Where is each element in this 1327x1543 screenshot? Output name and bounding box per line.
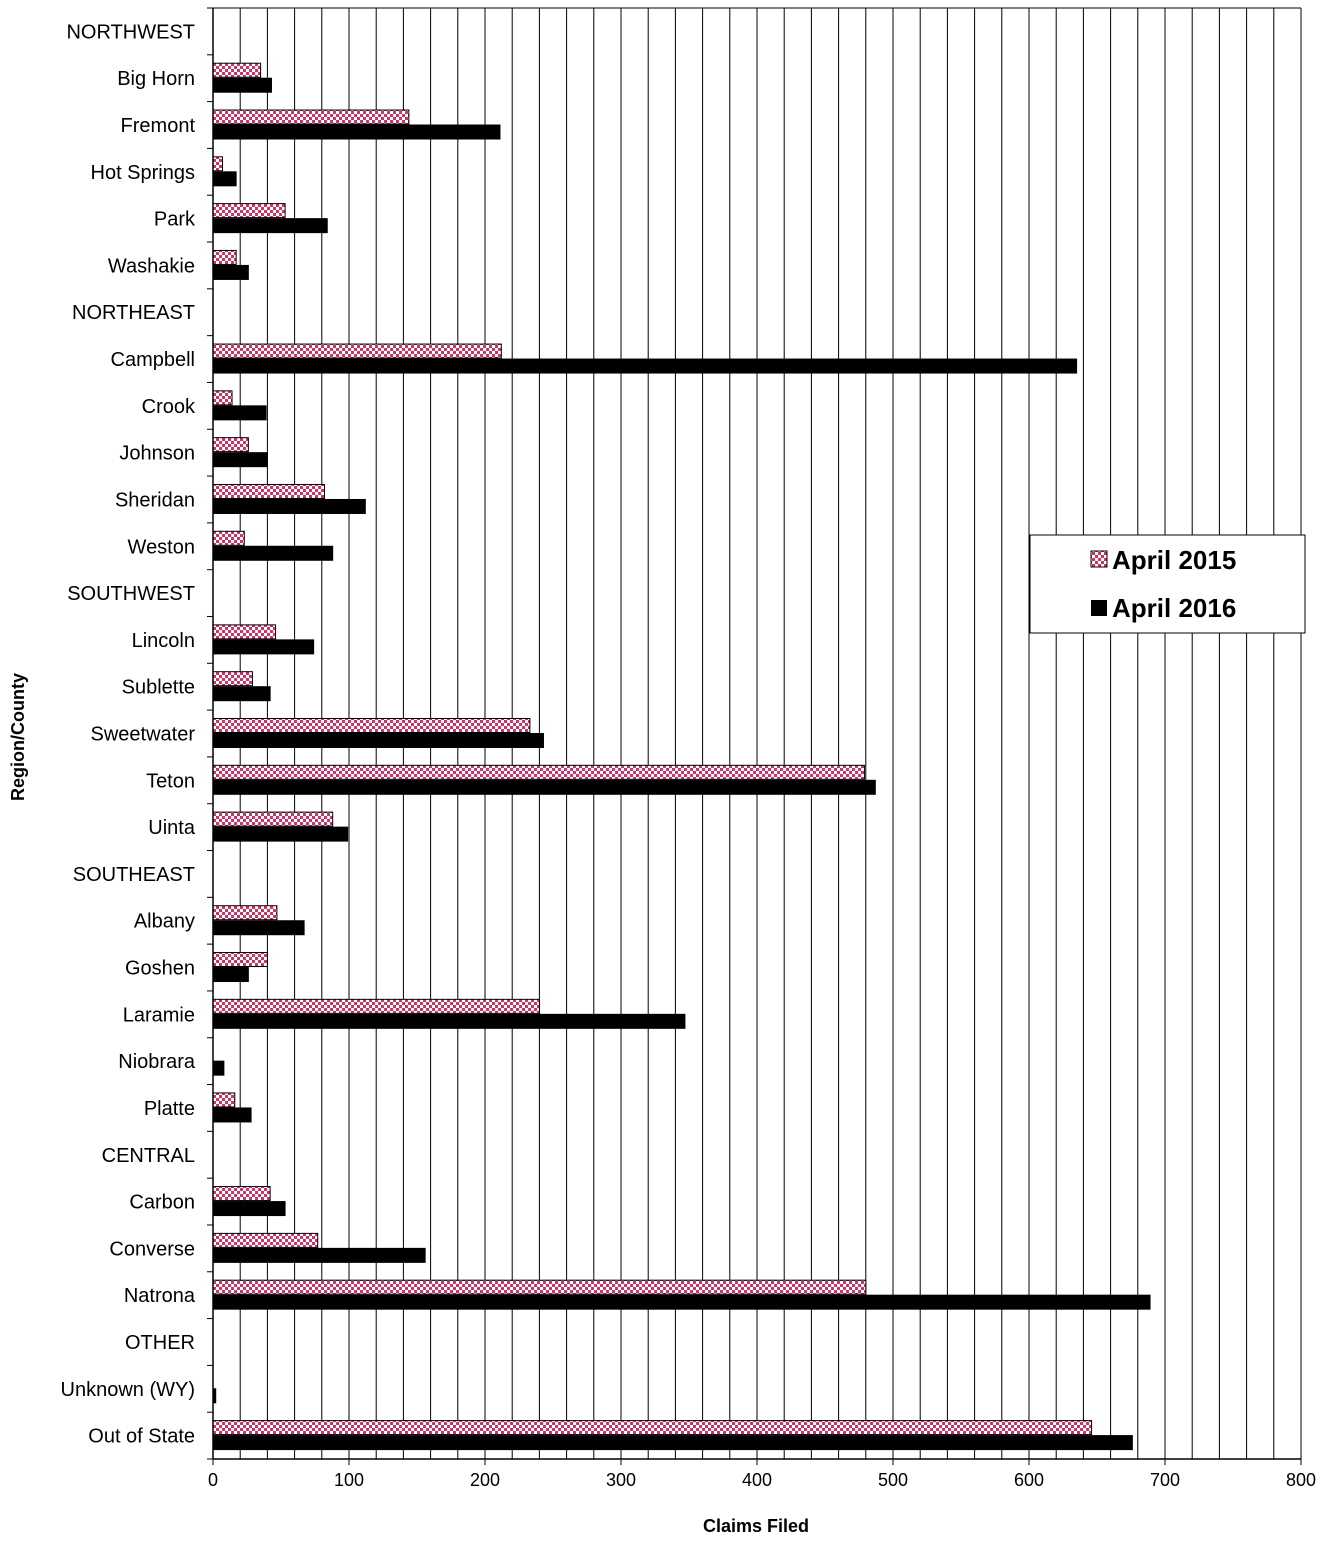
- x-tick-label-800: 800: [1286, 1470, 1316, 1490]
- bar-fremont-april-2015: [212, 109, 410, 125]
- bar-sweetwater-april-2015: [212, 718, 531, 733]
- category-label-southeast: SOUTHEAST: [73, 864, 195, 886]
- category-label-carbon: Carbon: [129, 1192, 195, 1214]
- legend: April 2015 April 2016: [1029, 534, 1306, 634]
- category-label-other: OTHER: [125, 1332, 195, 1354]
- bar-teton-april-2016: [212, 779, 876, 795]
- category-label-northwest: NORTHWEST: [66, 21, 195, 43]
- x-tick-label-200: 200: [470, 1470, 500, 1490]
- bar-crook-april-2015: [212, 390, 233, 406]
- bar-johnson-april-2016: [212, 452, 268, 468]
- axes: [207, 7, 1302, 1465]
- category-label-park: Park: [154, 209, 196, 231]
- legend-label-april-2016: April 2016: [1112, 593, 1236, 623]
- legend-swatch-april-2015: [1090, 550, 1108, 568]
- x-tick-label-700: 700: [1150, 1470, 1180, 1490]
- bar-laramie-april-2016: [212, 1013, 686, 1029]
- category-label-washakie: Washakie: [108, 255, 195, 277]
- bar-lincoln-april-2015: [212, 624, 277, 640]
- bar-uinta-april-2015: [212, 811, 334, 827]
- category-label-weston: Weston: [128, 536, 195, 558]
- x-tick-label-100: 100: [334, 1470, 364, 1490]
- bar-lincoln-april-2016: [212, 639, 315, 655]
- bar-park-april-2015: [212, 203, 286, 219]
- x-tick-labels: 0 100 200 300 400 500 600 700 800: [208, 1470, 1316, 1490]
- bar-out-of-state-april-2015: [212, 1420, 1093, 1436]
- category-label-converse: Converse: [109, 1238, 195, 1260]
- category-label-unknown-wy: Unknown (WY): [61, 1379, 195, 1401]
- x-tick-label-500: 500: [878, 1470, 908, 1490]
- bar-converse-april-2015: [212, 1232, 319, 1248]
- category-label-niobrara: Niobrara: [118, 1051, 196, 1073]
- bar-niobrara-april-2016: [212, 1060, 225, 1076]
- bar-sublette-april-2015: [212, 671, 253, 687]
- bar-weston-april-2015: [212, 530, 245, 546]
- x-tick-label-0: 0: [208, 1470, 218, 1490]
- bar-hot-springs-april-2016: [212, 171, 237, 187]
- bar-platte-april-2016: [212, 1107, 252, 1123]
- legend-label-april-2015: April 2015: [1112, 545, 1236, 575]
- category-label-big-horn: Big Horn: [117, 68, 195, 90]
- bar-platte-april-2015: [212, 1092, 236, 1108]
- category-label-laramie: Laramie: [123, 1004, 195, 1026]
- bar-teton-april-2015: [212, 764, 865, 780]
- bar-goshen-april-2016: [212, 967, 249, 983]
- bar-natrona-april-2015: [212, 1279, 867, 1295]
- bar-sheridan-april-2015: [212, 483, 326, 499]
- category-label-sweetwater: Sweetwater: [91, 724, 196, 746]
- category-label-out-of-state: Out of State: [88, 1426, 195, 1448]
- bar-carbon-april-2016: [212, 1201, 286, 1217]
- bar-albany-april-2016: [212, 920, 305, 936]
- category-label-sublette: Sublette: [122, 677, 195, 699]
- bar-weston-april-2016: [212, 545, 334, 561]
- x-tick-label-300: 300: [606, 1470, 636, 1490]
- bar-washakie-april-2016: [212, 264, 249, 280]
- category-label-albany: Albany: [134, 911, 195, 933]
- bar-big-horn-april-2016: [212, 77, 272, 93]
- legend-box: [1029, 534, 1306, 634]
- bar-johnson-april-2015: [212, 437, 249, 453]
- category-label-fremont: Fremont: [121, 115, 196, 137]
- bar-laramie-april-2015: [212, 998, 540, 1014]
- x-tick-label-600: 600: [1014, 1470, 1044, 1490]
- category-label-northeast: NORTHEAST: [72, 302, 195, 324]
- bar-sublette-april-2016: [212, 686, 271, 702]
- bar-park-april-2016: [212, 218, 328, 234]
- bar-campbell-april-2016: [212, 358, 1078, 374]
- bar-natrona-april-2016: [212, 1294, 1151, 1310]
- bar-sheridan-april-2016: [212, 498, 366, 514]
- bar-hot-springs-april-2015: [212, 156, 224, 172]
- category-label-hot-springs: Hot Springs: [91, 162, 196, 184]
- bar-fremont-april-2016: [212, 124, 501, 140]
- category-label-lincoln: Lincoln: [132, 630, 195, 652]
- category-label-sheridan: Sheridan: [115, 489, 195, 511]
- bar-sweetwater-april-2016: [212, 733, 544, 748]
- y-axis-title: Region/County: [8, 673, 28, 801]
- x-axis-title: Claims Filed: [703, 1516, 809, 1536]
- category-label-central: CENTRAL: [102, 1145, 195, 1167]
- category-label-johnson: Johnson: [119, 443, 195, 465]
- bar-big-horn-april-2015: [212, 62, 262, 78]
- category-label-natrona: Natrona: [124, 1285, 196, 1307]
- category-label-teton: Teton: [146, 770, 195, 792]
- bar-goshen-april-2015: [212, 952, 268, 968]
- bar-converse-april-2016: [212, 1247, 426, 1263]
- bar-crook-april-2016: [212, 405, 267, 421]
- legend-swatch-april-2016: [1091, 600, 1107, 616]
- category-label-platte: Platte: [144, 1098, 195, 1120]
- bar-campbell-april-2015: [212, 343, 502, 359]
- category-label-campbell: Campbell: [111, 349, 195, 371]
- bar-washakie-april-2015: [212, 249, 237, 265]
- bar-uinta-april-2016: [212, 826, 349, 842]
- bar-albany-april-2015: [212, 905, 278, 921]
- category-label-southwest: SOUTHWEST: [67, 583, 195, 605]
- category-label-uinta: Uinta: [148, 817, 196, 839]
- category-label-crook: Crook: [142, 396, 196, 418]
- category-labels: NORTHWEST Big Horn Fremont Hot Springs Park W…: [61, 21, 196, 1447]
- category-label-goshen: Goshen: [125, 958, 195, 980]
- bar-carbon-april-2015: [212, 1186, 271, 1202]
- x-tick-label-400: 400: [742, 1470, 772, 1490]
- bar-out-of-state-april-2016: [212, 1435, 1133, 1451]
